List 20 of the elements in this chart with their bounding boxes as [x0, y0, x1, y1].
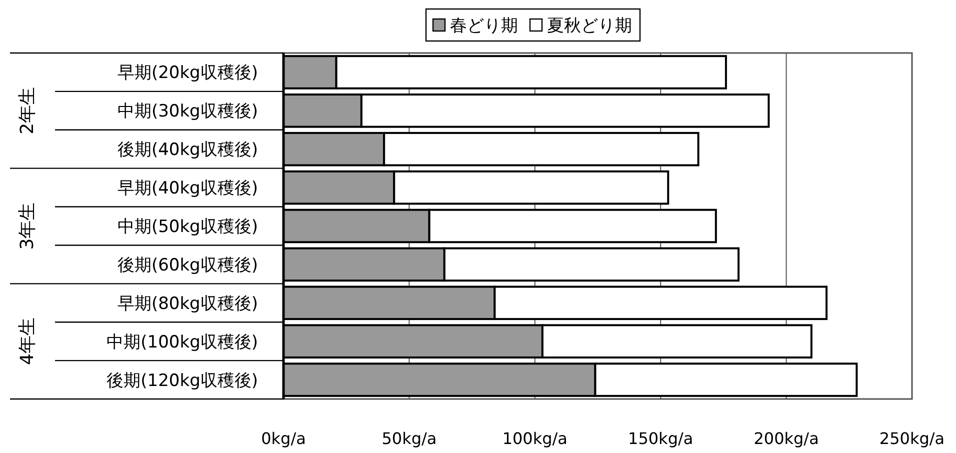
text: 4年生 — [17, 318, 38, 366]
y-tick-label: 早期(80kg収穫後) — [117, 294, 258, 314]
y-tick-label: 後期(120kg収穫後) — [106, 370, 258, 391]
x-tick-label: 250kg/a — [879, 429, 945, 448]
x-tick-label: 100kg/a — [502, 429, 568, 448]
y-tick-label: 中期(30kg収穫後) — [117, 102, 258, 122]
x-tick-label: 0kg/a — [261, 429, 306, 448]
y-tick-label: 後期(60kg収穫後) — [117, 255, 258, 276]
y-tick-label: 中期(100kg収穫後) — [106, 332, 258, 352]
text: 2年生 — [17, 86, 38, 134]
legend-label: 夏秋どり期 — [547, 16, 632, 36]
y-tick-label: 後期(40kg収穫後) — [117, 140, 258, 160]
x-tick-label: 150kg/a — [628, 429, 694, 448]
y-tick-label: 早期(40kg収穫後) — [117, 178, 258, 199]
y-tick-label: 中期(50kg収穫後) — [117, 217, 258, 237]
legend-label: 春どり期 — [450, 16, 518, 36]
text: 3年生 — [17, 202, 38, 250]
x-tick-label: 200kg/a — [754, 429, 819, 448]
x-tick-label: 50kg/a — [382, 429, 437, 448]
y-tick-label: 早期(20kg収穫後) — [117, 63, 258, 84]
